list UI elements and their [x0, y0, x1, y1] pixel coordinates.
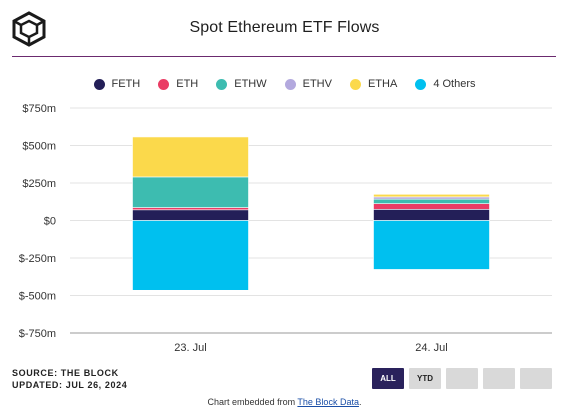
bar-etha — [132, 136, 249, 178]
legend-item-ethv[interactable]: ETHV — [284, 78, 332, 90]
range-button-all[interactable]: ALL — [372, 368, 404, 389]
header-divider — [12, 56, 556, 57]
bar-4-others — [373, 220, 490, 270]
legend-label-others: 4 Others — [433, 78, 476, 90]
legend-item-feth[interactable]: FETH — [93, 78, 141, 90]
bar-ethw — [373, 198, 490, 204]
range-selector: ALL YTD — [372, 368, 552, 389]
chart-legend: FETH ETH ETHW ETHV ETHA 4 Others — [0, 76, 569, 92]
source-note: SOURCE: THE BLOCK UPDATED: JUL 26, 2024 — [12, 367, 127, 391]
legend-item-others[interactable]: 4 Others — [415, 78, 476, 90]
legend-label-feth: FETH — [111, 78, 141, 90]
range-button-4[interactable] — [483, 368, 515, 389]
legend-swatch-ethv — [284, 78, 296, 90]
y-tick-label: $-500m — [19, 291, 56, 303]
range-button-3[interactable] — [446, 368, 478, 389]
y-tick-label: $250m — [22, 178, 56, 190]
updated-line: UPDATED: JUL 26, 2024 — [12, 380, 128, 390]
legend-label-ethw: ETHW — [234, 78, 267, 90]
y-tick-label: $-750m — [19, 328, 56, 340]
bar-ethw — [132, 176, 249, 208]
legend-label-eth: ETH — [176, 78, 199, 90]
bar-feth — [132, 209, 249, 221]
y-tick-label: $0 — [44, 216, 56, 228]
y-tick-label: $750m — [22, 103, 56, 115]
x-tick-label: 23. Jul — [174, 342, 206, 354]
y-tick-label: $-250m — [19, 253, 56, 265]
bar-4-others — [132, 220, 249, 291]
the-block-logo-icon[interactable] — [11, 11, 47, 47]
chart-title: Spot Ethereum ETF Flows — [189, 19, 380, 36]
embed-footer: Chart embedded from The Block Data. — [0, 397, 569, 407]
legend-item-etha[interactable]: ETHA — [349, 78, 398, 90]
bar-ethv — [373, 196, 490, 200]
bar-eth — [373, 203, 490, 210]
legend-item-eth[interactable]: ETH — [158, 78, 198, 90]
legend-swatch-eth — [158, 78, 170, 90]
legend-label-etha: ETHA — [367, 78, 398, 90]
the-block-data-link[interactable]: The Block Data — [297, 397, 359, 407]
range-button-5[interactable] — [520, 368, 552, 389]
legend-swatch-ethw — [216, 78, 228, 90]
legend-swatch-feth — [93, 78, 105, 90]
chart-header: Spot Ethereum ETF Flows — [0, 0, 569, 58]
legend-swatch-others — [415, 78, 427, 90]
y-tick-label: $500m — [22, 141, 56, 153]
legend-label-ethv: ETHV — [302, 78, 332, 90]
legend-swatch-etha — [349, 78, 361, 90]
legend-item-ethw[interactable]: ETHW — [216, 78, 267, 90]
bar-eth — [132, 207, 249, 211]
footer-prefix: Chart embedded from — [207, 397, 298, 407]
source-line: SOURCE: THE BLOCK — [12, 368, 119, 378]
footer-suffix: . — [358, 397, 362, 407]
range-button-ytd[interactable]: YTD — [409, 368, 441, 389]
stacked-bar-chart: $750m $500m $250m $0 $-250m $-500m $-750m 23. J… — [19, 103, 552, 354]
bar-feth — [373, 209, 490, 221]
bar-etha — [373, 193, 490, 198]
x-tick-label: 24. Jul — [415, 342, 447, 354]
